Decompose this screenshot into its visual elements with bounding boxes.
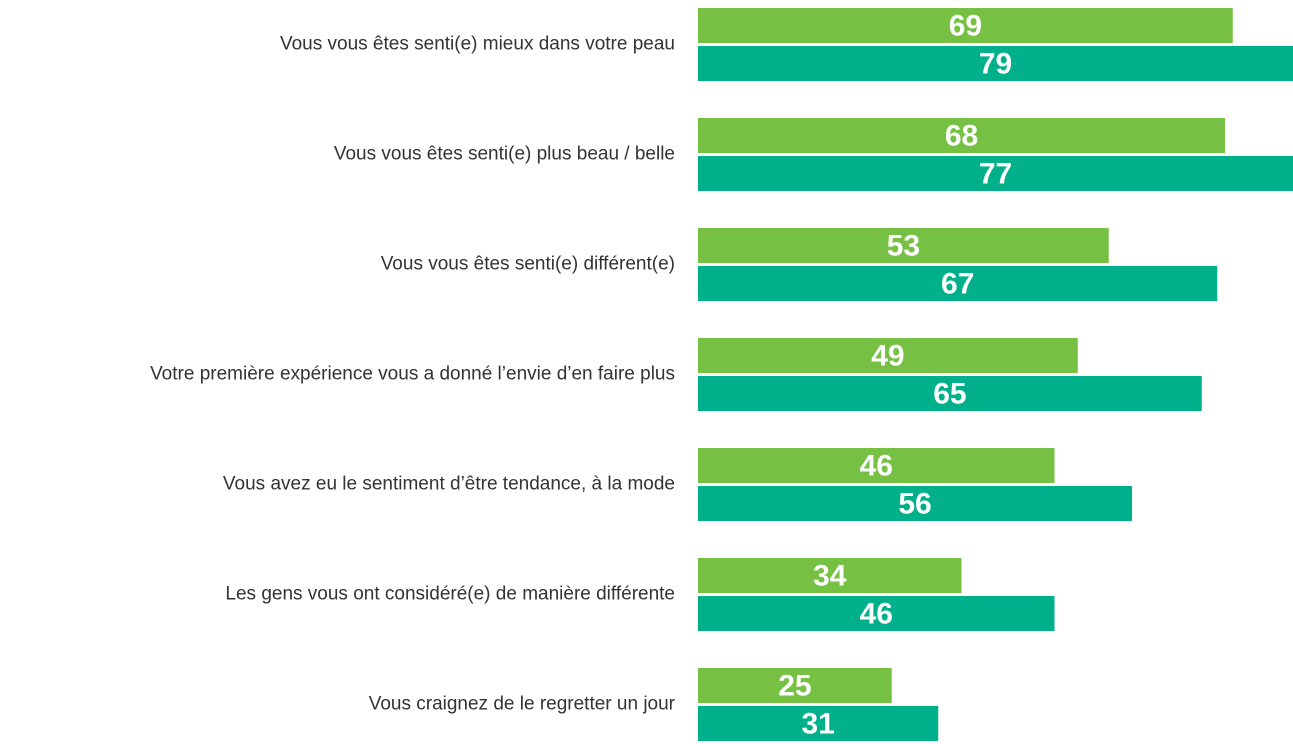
bar <box>698 156 1293 191</box>
category-label: Vous vous êtes senti(e) plus beau / bell… <box>334 144 675 165</box>
bar <box>698 118 1225 153</box>
value-label: 68 <box>945 119 978 152</box>
value-label: 34 <box>813 559 847 592</box>
bar <box>698 706 939 741</box>
bar <box>698 596 1055 631</box>
bar <box>698 8 1233 43</box>
bar <box>698 376 1202 411</box>
bar <box>698 46 1293 81</box>
value-label: 69 <box>949 9 982 42</box>
bar <box>698 266 1218 301</box>
category-label: Votre première expérience vous a donné l… <box>150 364 675 385</box>
category-label: Les gens vous ont considéré(e) de manièr… <box>225 584 675 605</box>
value-label: 65 <box>933 377 966 410</box>
category-label: Vous vous êtes senti(e) mieux dans votre… <box>280 34 675 55</box>
bar <box>698 558 962 593</box>
value-label: 49 <box>871 339 904 372</box>
bar <box>698 228 1109 263</box>
bar <box>698 338 1078 373</box>
value-label: 77 <box>979 157 1012 190</box>
category-label: Vous vous êtes senti(e) différent(e) <box>381 254 675 275</box>
value-label: 56 <box>898 487 931 520</box>
value-label: 31 <box>801 707 834 740</box>
bar <box>698 486 1132 521</box>
value-label: 67 <box>941 267 974 300</box>
value-label: 53 <box>887 229 920 262</box>
value-label: 79 <box>979 47 1012 80</box>
category-label: Vous craignez de le regretter un jour <box>369 694 676 715</box>
category-label: Vous avez eu le sentiment d’être tendanc… <box>223 474 675 495</box>
value-label: 25 <box>778 669 811 702</box>
value-label: 46 <box>860 449 893 482</box>
bar <box>698 448 1055 483</box>
bar <box>698 668 892 703</box>
value-label: 46 <box>860 597 893 630</box>
